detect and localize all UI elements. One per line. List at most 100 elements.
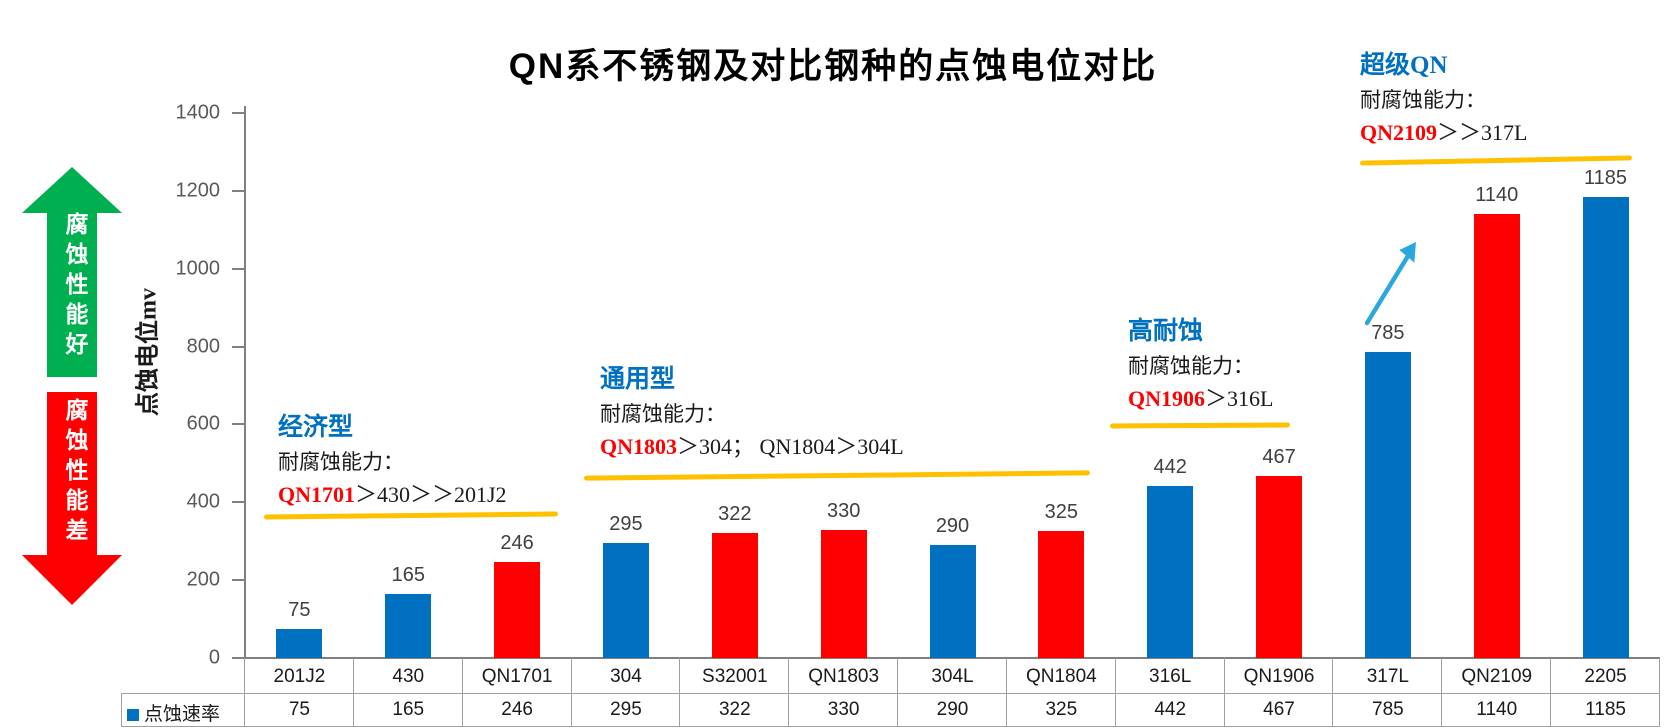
x-axis-category-label: 430 (392, 666, 425, 687)
table-line (570, 658, 572, 727)
bar (385, 593, 432, 658)
bar (276, 628, 323, 658)
annotation-comparison: QN1803＞304； QN1804＞304L (600, 434, 904, 460)
annotation-comparison: QN1701＞430＞＞201J2 (278, 482, 507, 508)
y-tick-mark (232, 267, 245, 270)
x-axis-category-label: 317L (1366, 666, 1410, 687)
y-tick-mark (232, 501, 245, 504)
table-value-cell: 290 (936, 699, 969, 720)
y-tick-label: 1200 (175, 179, 221, 202)
annotation-rest: ＞304； QN1804＞304L (677, 434, 904, 459)
annotation-underline (263, 511, 559, 520)
table-value-cell: 325 (1045, 699, 1078, 720)
poor-corrosion-label: 腐蚀性能差 (62, 398, 87, 548)
x-axis-category-label: 316L (1149, 666, 1192, 687)
y-tick-mark (232, 657, 245, 659)
x-axis-category-label: QN1701 (481, 666, 553, 687)
bar (711, 532, 758, 658)
annotation-highlight: QN1803 (600, 434, 677, 459)
annotation-underline (1109, 422, 1291, 429)
bar (1364, 352, 1411, 658)
annotation-super-qn: 超级QN 耐腐蚀能力： QN2109＞＞317L (1360, 52, 1527, 146)
x-axis-category-label: 2205 (1584, 666, 1627, 687)
table-line (1223, 658, 1225, 727)
bar-value-label: 330 (826, 499, 861, 522)
bar (820, 529, 867, 658)
bar-value-label: 322 (718, 502, 752, 525)
table-line (679, 658, 681, 727)
annotation-comparison: QN2109＞＞317L (1360, 120, 1527, 146)
y-tick-label: 0 (208, 646, 220, 669)
annotation-highlight: QN2109 (1360, 120, 1437, 145)
x-axis-category-label: S32001 (702, 666, 768, 687)
table-value-cell: 1140 (1476, 699, 1518, 720)
bar-value-label: 785 (1371, 322, 1405, 345)
bar-value-label: 325 (1044, 501, 1079, 524)
table-line (1114, 658, 1116, 727)
y-tick-label: 600 (186, 412, 220, 435)
bar (1473, 214, 1520, 658)
series-legend: 点蚀速率 (127, 699, 220, 726)
bar-value-label: 75 (288, 598, 311, 621)
y-tick-mark (232, 112, 245, 114)
x-axis-category-label: 201J2 (273, 666, 326, 687)
annotation-subheading: 耐腐蚀能力： (1360, 88, 1486, 112)
y-tick-mark (232, 423, 245, 426)
table-value-cell: 165 (392, 699, 425, 720)
annotation-heading: 经济型 (278, 414, 354, 441)
table-value-cell: 1185 (1585, 699, 1626, 720)
annotation-subheading: 耐腐蚀能力： (600, 402, 726, 426)
y-tick-label: 1000 (175, 257, 221, 280)
bar-value-label: 1140 (1475, 184, 1519, 207)
annotation-underline (1359, 155, 1633, 166)
bar (602, 543, 649, 658)
increase-arrow-icon (1364, 253, 1411, 326)
bar (1147, 485, 1194, 658)
annotation-economy: 经济型 耐腐蚀能力： QN1701＞430＞＞201J2 (278, 414, 507, 508)
bar (929, 545, 976, 658)
increase-arrowhead-icon (1399, 242, 1416, 263)
table-line (121, 693, 122, 726)
y-tick-mark (232, 345, 245, 348)
annotation-heading: 超级QN (1360, 52, 1448, 79)
bar-value-label: 165 (391, 563, 425, 586)
bar (1582, 196, 1629, 658)
x-axis-line (243, 657, 1660, 659)
annotation-high-resistance: 高耐蚀 耐腐蚀能力： QN1906＞316L (1128, 318, 1273, 412)
y-tick-label: 200 (186, 568, 220, 591)
annotation-heading: 通用型 (600, 366, 676, 393)
bar-value-label: 295 (609, 513, 643, 536)
table-value-cell: 467 (1263, 699, 1295, 720)
bar (1256, 476, 1303, 658)
table-value-cell: 75 (288, 699, 310, 720)
annotation-highlight: QN1701 (278, 482, 355, 507)
x-axis-category-label: QN1804 (1025, 666, 1097, 687)
table-value-cell: 295 (610, 699, 642, 720)
x-axis-category-label: QN1803 (808, 666, 880, 687)
annotation-subheading: 耐腐蚀能力： (1128, 354, 1254, 378)
x-axis-category-label: QN2109 (1461, 666, 1533, 687)
y-tick-label: 1400 (175, 101, 221, 124)
bar-value-label: 1185 (1584, 166, 1628, 189)
annotation-rest: ＞＞317L (1437, 120, 1528, 145)
bar-value-label: 442 (1153, 455, 1187, 478)
y-tick-label: 800 (186, 335, 220, 358)
poor-corrosion-down-arrow-icon (22, 392, 122, 605)
corrosion-direction-arrows (22, 167, 122, 605)
y-tick-mark (232, 579, 245, 582)
x-axis-category-label: QN1906 (1243, 666, 1315, 687)
table-value-cell: 330 (827, 699, 860, 720)
annotation-rest: ＞316L (1205, 386, 1274, 411)
bar-value-label: 467 (1262, 446, 1296, 469)
bar (494, 562, 541, 658)
annotation-subheading: 耐腐蚀能力： (278, 450, 404, 474)
bar-value-label: 246 (500, 532, 534, 555)
table-line (121, 693, 1660, 694)
annotation-comparison: QN1906＞316L (1128, 386, 1273, 412)
table-line (1550, 658, 1552, 727)
good-corrosion-label: 腐蚀性能好 (62, 212, 87, 362)
legend-marker-icon (127, 709, 139, 721)
legend-label: 点蚀速率 (144, 704, 221, 725)
table-line (788, 658, 790, 727)
